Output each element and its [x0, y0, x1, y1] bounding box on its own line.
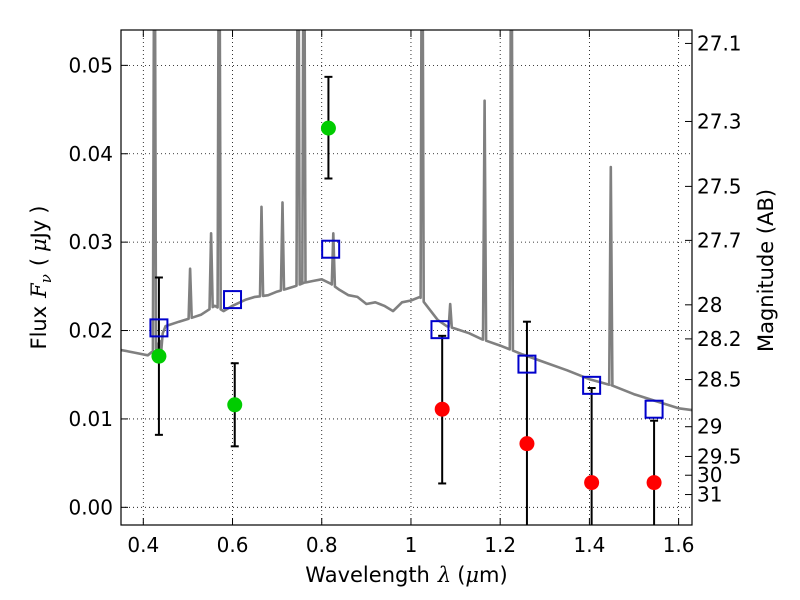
- y-tick-label: 0.04: [68, 142, 113, 166]
- y2-tick-label: 27.1: [697, 31, 742, 55]
- data-point-square: [517, 354, 537, 374]
- data-point-square: [149, 318, 169, 338]
- y2-tick-label: 28.5: [697, 368, 742, 392]
- model-spectrum-line: [121, 30, 692, 412]
- data-point-circle: [227, 397, 243, 413]
- data-point-circle: [320, 120, 336, 136]
- data-point-circle: [646, 475, 662, 491]
- y-tick-label: 0.05: [68, 53, 113, 77]
- y-tick-label: 0.03: [68, 230, 113, 254]
- x-tick-label: 0.4: [127, 533, 159, 557]
- y-label-symbol: F: [27, 282, 51, 299]
- data-markers: [149, 120, 664, 491]
- x-label-unit-rest: m): [479, 563, 508, 587]
- x-label-unit-mu: μ: [465, 563, 479, 587]
- x-tick-label: 0.6: [217, 533, 249, 557]
- y-axis-label: Flux Fν ( μJy): [27, 205, 55, 349]
- y2-tick-label: 27.5: [697, 174, 742, 198]
- data-point-circle: [584, 475, 600, 491]
- data-point-square: [644, 399, 664, 419]
- y-label-unit-open: (: [27, 258, 51, 266]
- y-label-prefix: Flux: [27, 306, 51, 350]
- x-tick-label: 0.8: [306, 533, 338, 557]
- data-point-square: [223, 290, 243, 310]
- right-axis-label: Magnitude (AB): [754, 189, 778, 352]
- y2-tick-label: 31: [697, 483, 722, 507]
- data-point-square: [430, 320, 450, 340]
- y2-tick-label: 27.3: [697, 109, 742, 133]
- x-label-prefix: Wavelength: [305, 563, 430, 587]
- x-label-unit-open: (: [457, 563, 465, 587]
- data-point-circle: [151, 348, 167, 364]
- y-label-unit-mu: μ: [27, 238, 51, 252]
- y-label-symbol-sub: ν: [37, 274, 55, 283]
- y-tick-label: 0.02: [68, 319, 113, 343]
- y-label-unit-close: ): [27, 205, 51, 213]
- y2-tick-label: 30: [697, 463, 722, 487]
- plot-frame: [120, 29, 693, 526]
- model-spectrum: [121, 30, 692, 412]
- x-tick-label: 1.2: [484, 533, 516, 557]
- x-label-symbol: λ: [437, 563, 451, 587]
- grid-lines: [121, 30, 692, 525]
- y2-tick-label: 29: [697, 415, 722, 439]
- axis-ticks: 0.4 0.6 0.8 1 1.2 1.4 1.6 0.00 0.01 0.02 0.03 0.04 0…: [68, 30, 742, 557]
- x-tick-label: 1.6: [663, 533, 695, 557]
- data-point-circle: [434, 401, 450, 417]
- y-tick-label: 0.01: [68, 407, 113, 431]
- y2-tick-label: 28: [697, 293, 722, 317]
- data-point-circle: [519, 436, 535, 452]
- data-point-square: [582, 375, 602, 395]
- y2-tick-label: 29.5: [697, 444, 742, 468]
- x-tick-label: 1.4: [573, 533, 605, 557]
- y-label-unit-rest: Jy: [27, 220, 51, 241]
- y2-tick-label: 27.7: [697, 228, 742, 252]
- y2-tick-label: 28.2: [697, 327, 742, 351]
- y-tick-label: 0.00: [68, 495, 113, 519]
- x-tick-label: 1: [405, 533, 418, 557]
- x-axis-label: Wavelength λ (μm): [305, 563, 507, 587]
- data-point-square: [321, 239, 341, 259]
